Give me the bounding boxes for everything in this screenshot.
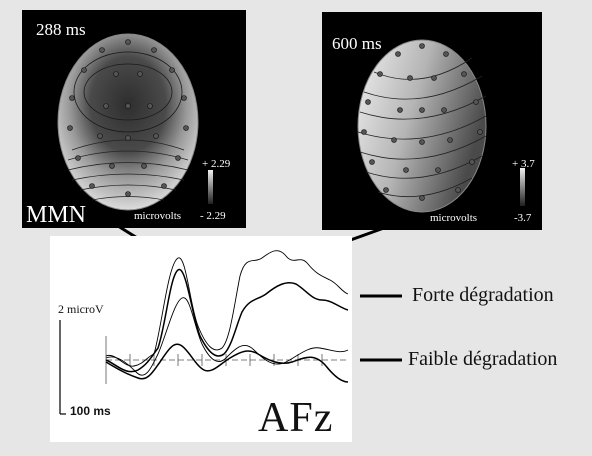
contour-line bbox=[67, 162, 189, 171]
topomap-600 bbox=[357, 39, 525, 213]
waveform-weak-thick bbox=[105, 343, 349, 383]
scalp-outline-mmn bbox=[57, 33, 199, 211]
contour-line bbox=[67, 150, 189, 161]
electrode-dots bbox=[67, 39, 189, 197]
time-label-600: 600 ms bbox=[332, 34, 382, 53]
contour-line bbox=[359, 135, 487, 160]
contour-line bbox=[365, 155, 483, 179]
waveform-weak-thin bbox=[105, 297, 349, 376]
contour-line bbox=[79, 184, 177, 191]
waveform-strong-thick bbox=[105, 269, 349, 373]
contour-line bbox=[357, 115, 487, 140]
scale-min-600: -3.7 bbox=[514, 212, 532, 224]
contour-line bbox=[359, 95, 487, 120]
contour-line bbox=[71, 173, 185, 181]
scale-max-mmn: + 2.29 bbox=[202, 158, 231, 170]
time-scale-label: 100 ms bbox=[70, 404, 111, 418]
legend-weak-degradation: Faible dégradation bbox=[408, 348, 558, 370]
contour-line bbox=[377, 177, 473, 198]
scale-min-mmn: - 2.29 bbox=[200, 210, 226, 222]
topomap-panel-mmn: 288 ms MMN + 2.29 microvolts - 2.29 bbox=[22, 10, 246, 228]
erp-waveforms bbox=[59, 250, 349, 415]
amplitude-scale-label: 2 microV bbox=[58, 302, 104, 316]
contour-line bbox=[363, 75, 483, 100]
contour-line bbox=[373, 57, 473, 80]
time-label-mmn: 288 ms bbox=[36, 20, 86, 39]
topomap-mmn bbox=[57, 33, 213, 211]
erp-waveform-panel: 2 microV 100 ms AFz bbox=[50, 236, 352, 442]
legend-strong-degradation: Forte dégradation bbox=[412, 284, 554, 306]
topomap-panel-600: 600 ms + 3.7 microvolts -3.7 bbox=[322, 12, 542, 230]
contour-line bbox=[73, 51, 183, 133]
electrode-dots bbox=[361, 43, 483, 201]
scale-unit-600: microvolts bbox=[430, 212, 478, 224]
scale-max-600: + 3.7 bbox=[512, 158, 535, 170]
contour-line bbox=[83, 63, 173, 121]
mmn-label: MMN bbox=[26, 202, 87, 228]
scalp-outline-600 bbox=[357, 39, 487, 213]
color-scale-bar bbox=[520, 168, 525, 206]
color-scale-bar bbox=[208, 170, 213, 204]
electrode-label: AFz bbox=[258, 395, 334, 441]
scale-unit-mmn: microvolts bbox=[134, 210, 182, 222]
